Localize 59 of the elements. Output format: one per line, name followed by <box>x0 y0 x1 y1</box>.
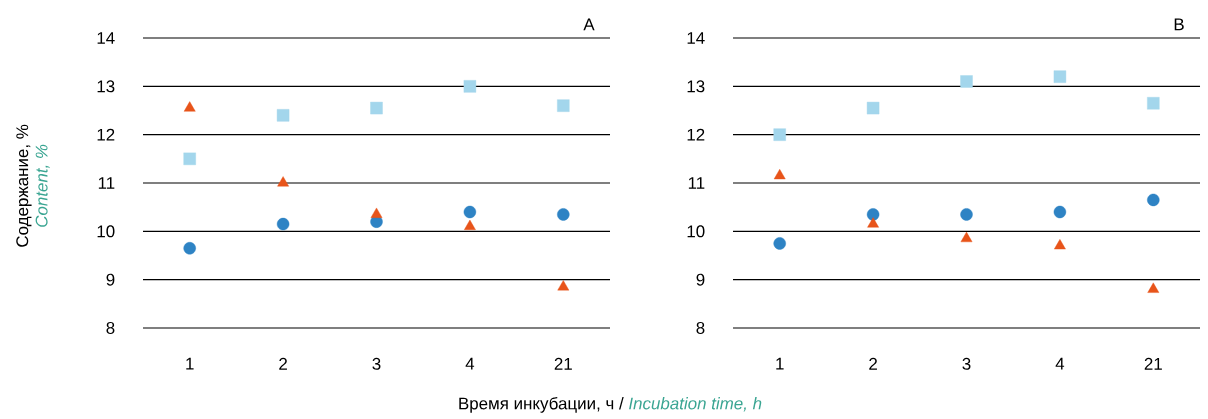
y-tick-label: 13 <box>687 80 705 93</box>
y-axis-title: Содержание, % <box>16 124 32 247</box>
y-tick-label: 12 <box>687 128 705 141</box>
x-tick-label: 1 <box>186 357 194 370</box>
point <box>960 231 973 243</box>
y-tick-label: 13 <box>97 80 115 93</box>
y-tick-label: 14 <box>687 32 705 44</box>
point <box>866 208 880 221</box>
x-tick-label: 3 <box>372 357 381 370</box>
text: Content, % <box>35 144 50 227</box>
point <box>1053 70 1067 83</box>
x-axis-title: Время инкубации, ч / <box>459 396 624 413</box>
y-tick-label: 8 <box>106 322 115 334</box>
point <box>370 101 383 115</box>
point <box>183 152 196 166</box>
y-tick-label: 9 <box>106 273 115 286</box>
text: Incubation time, h <box>629 397 762 412</box>
y-tick-label: 12 <box>97 128 115 141</box>
x-tick-label: 4 <box>465 357 475 370</box>
point <box>557 208 570 221</box>
point <box>960 208 973 221</box>
y-tick-label: 8 <box>696 322 705 334</box>
point <box>773 128 786 141</box>
point <box>773 169 786 180</box>
chart-title: B <box>1174 18 1184 31</box>
point <box>183 101 196 112</box>
y-tick-label: 11 <box>98 177 115 189</box>
point <box>276 109 290 122</box>
point <box>464 219 476 230</box>
chart-title: A <box>583 18 595 31</box>
point <box>1147 193 1160 207</box>
point <box>1053 205 1067 219</box>
y-tick-label: 14 <box>97 32 115 44</box>
x-tick-label: 21 <box>1144 357 1162 370</box>
point <box>867 217 879 228</box>
x-tick-label: 4 <box>1055 357 1065 370</box>
x-tick-label: 1 <box>776 357 784 370</box>
point <box>1054 239 1066 250</box>
point <box>773 237 786 250</box>
point <box>1147 282 1160 293</box>
y-tick-label: 10 <box>687 225 705 238</box>
y-tick-label: 10 <box>97 225 115 238</box>
y-tick-label: 9 <box>696 273 705 286</box>
x-tick-label: 21 <box>554 357 572 370</box>
point <box>370 207 383 218</box>
point <box>960 75 973 88</box>
point <box>463 205 477 219</box>
point <box>557 99 570 112</box>
point <box>1147 97 1160 110</box>
x-tick-label: 2 <box>869 357 877 370</box>
point <box>277 176 289 187</box>
point <box>866 101 880 115</box>
point <box>276 217 290 231</box>
point <box>463 80 477 93</box>
y-tick-label: 11 <box>688 177 705 189</box>
x-tick-label: 3 <box>962 357 971 370</box>
point <box>557 280 570 291</box>
x-tick-label: 2 <box>279 357 287 370</box>
point <box>183 242 196 255</box>
